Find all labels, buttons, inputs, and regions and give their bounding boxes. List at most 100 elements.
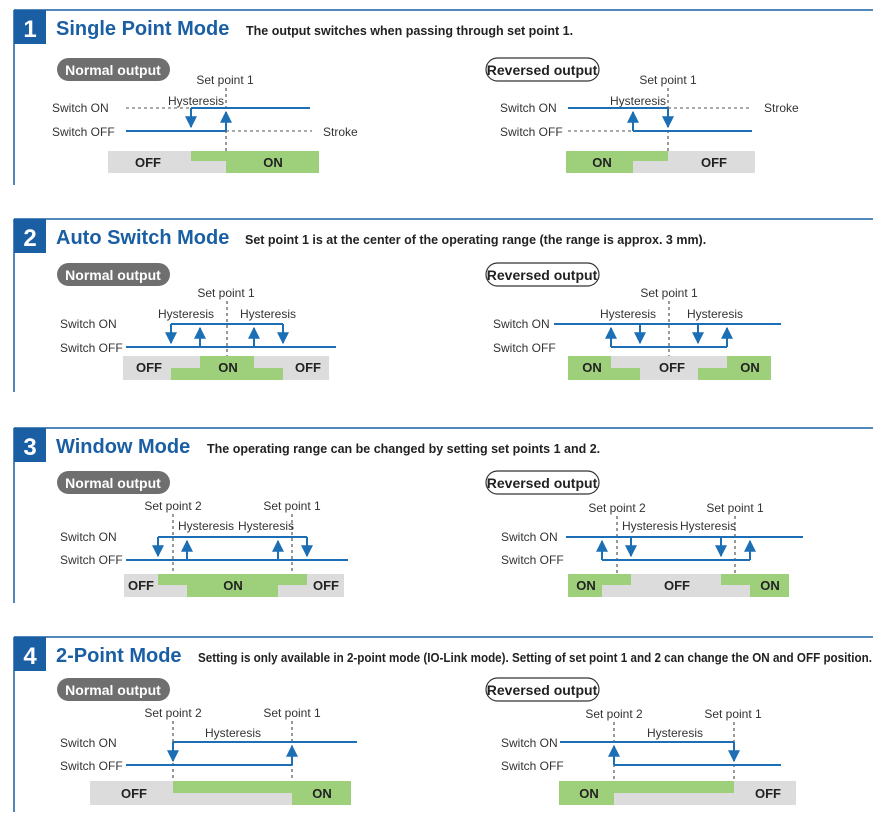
switch-off-label: Switch OFF — [500, 125, 563, 139]
normal-output-badge-label: Normal output — [65, 475, 161, 491]
switch-off-label: Switch OFF — [52, 125, 115, 139]
output-band-on-region — [171, 356, 283, 380]
band-on-left-label: ON — [576, 578, 596, 593]
section-single-point-mode: 1 Single Point Mode The output switches … — [13, 9, 873, 185]
hysteresis-label: Hysteresis — [647, 726, 703, 740]
switch-on-label: Switch ON — [60, 317, 117, 331]
output-band-on-region — [191, 151, 319, 173]
set-point-1-label: Set point 1 — [639, 73, 697, 87]
normal-output-badge-label: Normal output — [65, 682, 161, 698]
section-description: The output switches when passing through… — [246, 24, 573, 38]
band-on-label: ON — [579, 786, 599, 801]
switch-off-label: Switch OFF — [501, 553, 564, 567]
hysteresis-right-label: Hysteresis — [680, 519, 736, 533]
section-title: 2-Point Mode — [56, 645, 182, 667]
band-on-label: ON — [223, 578, 243, 593]
band-off-label: OFF — [701, 155, 727, 170]
normal-output-badge — [57, 678, 170, 701]
output-band-on-region — [173, 781, 351, 805]
output-band-on-region — [566, 151, 668, 173]
section-number-box — [14, 637, 46, 671]
hysteresis-right-label: Hysteresis — [687, 307, 743, 321]
hysteresis-left-label: Hysteresis — [600, 307, 656, 321]
normal-output-diagram: Normal output Set point 2 Set point 1 Hy… — [57, 471, 348, 597]
reversed-output-badge — [485, 470, 600, 495]
switch-on-label: Switch ON — [60, 736, 117, 750]
section-number-box — [14, 428, 46, 462]
section-title: Single Point Mode — [56, 18, 229, 40]
reversed-output-badge-label: Reversed output — [487, 267, 598, 283]
set-point-1-label: Set point 1 — [640, 286, 698, 300]
band-off-right-label: OFF — [313, 578, 339, 593]
reversed-output-badge-label: Reversed output — [487, 475, 598, 491]
reversed-output-diagram: Reversed output Set point 1 Hysteresis H… — [485, 262, 781, 380]
switch-on-label: Switch ON — [493, 317, 550, 331]
hysteresis-right-label: Hysteresis — [238, 519, 294, 533]
band-off-label: OFF — [121, 786, 147, 801]
output-band-on-left-region — [568, 574, 631, 597]
set-point-1-label: Set point 1 — [704, 707, 762, 721]
reversed-output-badge — [485, 262, 600, 287]
output-band-on-left-region — [568, 356, 640, 380]
normal-output-badge-label: Normal output — [65, 62, 161, 78]
hysteresis-label: Hysteresis — [610, 94, 666, 108]
set-point-1-label: Set point 1 — [706, 501, 764, 515]
normal-output-badge — [57, 471, 170, 494]
band-on-right-label: ON — [740, 360, 760, 375]
section-number: 4 — [23, 643, 37, 670]
section-description: The operating range can be changed by se… — [207, 442, 600, 456]
section-description: Setting is only available in 2-point mod… — [198, 651, 872, 665]
hysteresis-left-label: Hysteresis — [158, 307, 214, 321]
reversed-output-diagram: Reversed output Set point 1 Hysteresis S… — [485, 57, 799, 173]
switch-on-label: Switch ON — [52, 101, 109, 115]
stroke-label: Stroke — [764, 101, 799, 115]
section-number-box — [14, 10, 46, 44]
section-description: Set point 1 is at the center of the oper… — [245, 233, 706, 247]
section-title: Window Mode — [56, 436, 190, 458]
band-on-label: ON — [592, 155, 612, 170]
section-2-point-mode: 4 2-Point Mode Setting is only available… — [13, 636, 873, 812]
section-number: 2 — [23, 225, 36, 252]
set-point-1-label: Set point 1 — [263, 499, 321, 513]
set-point-1-label: Set point 1 — [263, 706, 321, 720]
set-point-2-label: Set point 2 — [144, 706, 202, 720]
switch-off-label: Switch OFF — [501, 759, 564, 773]
hysteresis-label: Hysteresis — [205, 726, 261, 740]
section-window-mode: 3 Window Mode The operating range can be… — [13, 427, 873, 603]
set-point-2-label: Set point 2 — [144, 499, 202, 513]
band-off-label: OFF — [664, 578, 690, 593]
normal-output-badge — [57, 263, 170, 286]
section-auto-switch-mode: 2 Auto Switch Mode Set point 1 is at the… — [13, 218, 873, 392]
band-off-left-label: OFF — [128, 578, 154, 593]
section-title: Auto Switch Mode — [56, 227, 229, 249]
set-point-2-label: Set point 2 — [585, 707, 643, 721]
switch-off-label: Switch OFF — [60, 553, 123, 567]
output-band-on-right-region — [721, 574, 789, 597]
band-on-left-label: ON — [582, 360, 602, 375]
band-off-right-label: OFF — [295, 360, 321, 375]
section-number-box — [14, 219, 46, 253]
reversed-output-diagram: Reversed output Set point 2 Set point 1 … — [485, 470, 803, 597]
normal-output-diagram: Normal output Set point 2 Set point 1 Hy… — [57, 678, 357, 805]
switch-off-label: Switch OFF — [60, 759, 123, 773]
hysteresis-left-label: Hysteresis — [178, 519, 234, 533]
output-band-on-right-region — [698, 356, 771, 380]
switch-on-label: Switch ON — [501, 736, 558, 750]
reversed-output-badge-label: Reversed output — [487, 62, 598, 78]
output-band-on-region — [559, 781, 734, 805]
band-off-label: OFF — [659, 360, 685, 375]
switch-off-label: Switch OFF — [60, 341, 123, 355]
switch-off-label: Switch OFF — [493, 341, 556, 355]
normal-output-diagram: Normal output Set point 1 Hysteresis Swi… — [52, 58, 358, 173]
band-off-left-label: OFF — [136, 360, 162, 375]
reversed-output-badge-label: Reversed output — [487, 682, 598, 698]
hysteresis-label: Hysteresis — [168, 94, 224, 108]
reversed-output-diagram: Reversed output Set point 2 Set point 1 … — [485, 677, 796, 805]
section-number: 1 — [23, 16, 36, 43]
switch-on-label: Switch ON — [500, 101, 557, 115]
normal-output-badge — [57, 58, 170, 81]
band-on-label: ON — [312, 786, 332, 801]
reversed-output-badge — [485, 677, 600, 702]
switch-on-label: Switch ON — [60, 530, 117, 544]
